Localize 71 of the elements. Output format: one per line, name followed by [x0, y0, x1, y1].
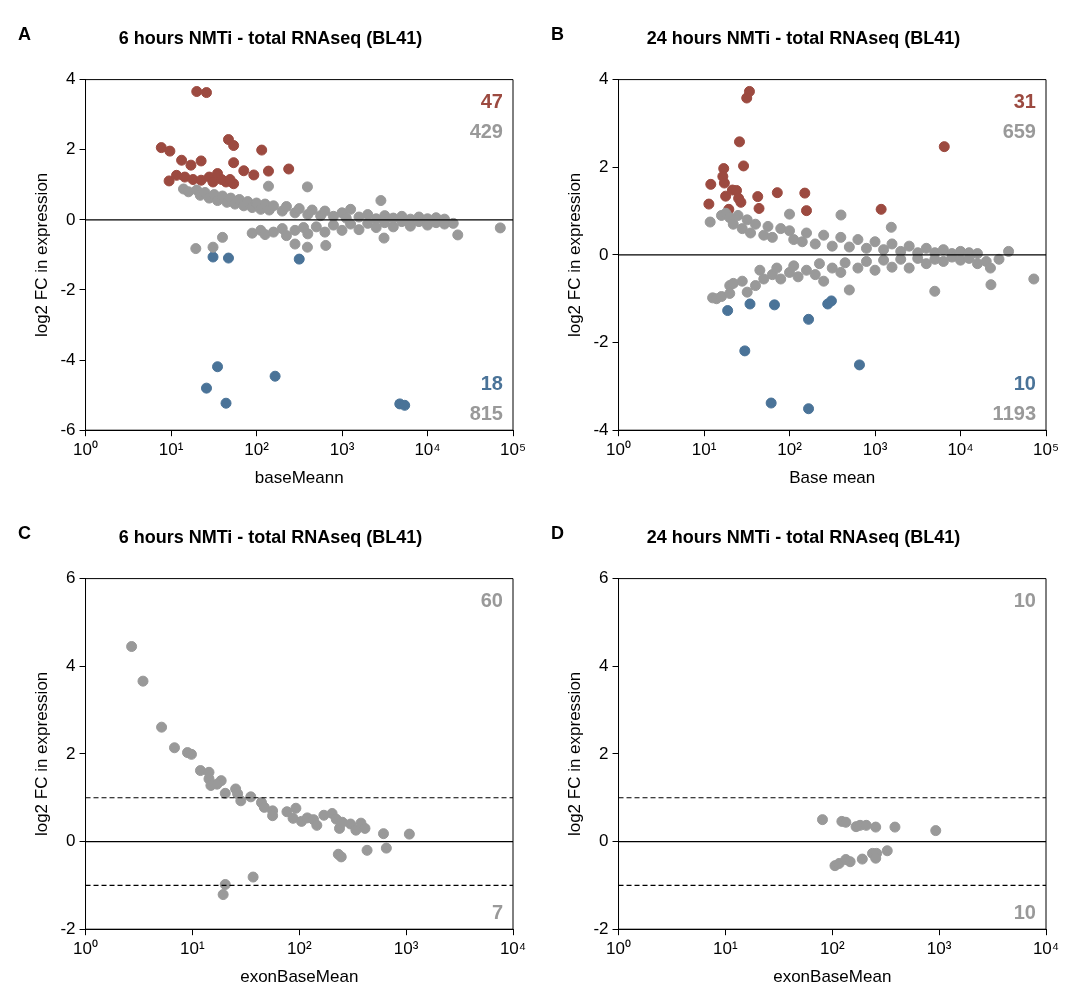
y-tick-label: 0 [599, 831, 609, 851]
annotation: 10 [1013, 588, 1036, 611]
chart-title: 6 hours NMTi - total RNAseq (BL41) [118, 27, 423, 48]
y-tick-label: -4 [593, 419, 609, 439]
chart-title: 6 hours NMTi - total RNAseq (BL41) [118, 526, 423, 547]
y-tick-label: -2 [593, 918, 609, 938]
annotation: 815 [469, 402, 503, 425]
x-tick-label: 10⁴ [947, 440, 974, 460]
y-tick-label: -2 [593, 332, 609, 352]
y-tick-label: -2 [60, 279, 76, 299]
y-tick-label: -2 [60, 918, 76, 938]
annotation: 18 [480, 372, 503, 395]
x-tick-label: 10⁴ [499, 939, 527, 959]
annotation: 7 [491, 901, 503, 924]
y-tick-label: 4 [599, 69, 609, 89]
x-axis-title: exonBaseMean [773, 967, 892, 987]
x-axis-title: exonBaseMean [240, 967, 359, 987]
y-tick-label: 0 [66, 831, 76, 851]
x-tick-label: 10⁰ [73, 440, 98, 460]
x-tick-label: 10⁵ [1033, 440, 1059, 460]
y-tick-label: 2 [599, 156, 609, 176]
y-axis-title: log2 FC in expression [31, 172, 51, 338]
x-tick-label: 10⁵ [500, 440, 526, 460]
x-tick-label: 10¹ [691, 440, 717, 460]
text: B [551, 24, 564, 44]
x-tick-label: 10² [819, 939, 845, 959]
annotation: 47 [480, 89, 503, 112]
y-tick-label: 2 [66, 139, 76, 159]
chart-title: 24 hours NMTi - total RNAseq (BL41) [646, 27, 961, 48]
annotation: 429 [469, 119, 503, 142]
x-tick-label: 10¹ [158, 440, 184, 460]
x-tick-label: 10³ [393, 939, 419, 959]
y-axis-title: log2 FC in expression [564, 172, 584, 338]
y-tick-label: 6 [599, 568, 609, 588]
y-tick-label: 4 [66, 69, 76, 89]
y-tick-label: 2 [66, 743, 76, 763]
chart-title: 24 hours NMTi - total RNAseq (BL41) [646, 526, 961, 547]
annotation: 1193 [992, 402, 1036, 425]
annotation: 60 [480, 588, 503, 611]
x-axis-title: baseMeann [254, 468, 344, 488]
y-axis-title: log2 FC in expression [564, 671, 584, 837]
y-tick-label: 4 [66, 655, 76, 675]
annotation: 10 [1013, 901, 1036, 924]
y-tick-label: 0 [599, 244, 609, 264]
x-tick-label: 10² [244, 440, 270, 460]
y-tick-label: 4 [599, 655, 609, 675]
x-tick-label: 10⁰ [606, 939, 631, 959]
y-axis-title: log2 FC in expression [31, 671, 51, 837]
annotation: 659 [1002, 119, 1036, 142]
text: D [551, 523, 564, 543]
text: A [18, 24, 31, 44]
annotation: 10 [1013, 372, 1036, 395]
y-tick-label: -6 [60, 419, 76, 439]
x-tick-label: 10¹ [713, 939, 739, 959]
x-tick-label: 10³ [926, 939, 952, 959]
x-tick-label: 10⁰ [73, 939, 98, 959]
x-tick-label: 10³ [329, 440, 355, 460]
x-tick-label: 10³ [862, 440, 888, 460]
x-tick-label: 10¹ [180, 939, 206, 959]
x-axis-title: Base mean [789, 468, 876, 488]
x-tick-label: 10² [777, 440, 803, 460]
text: C [18, 523, 31, 543]
annotation: 31 [1013, 89, 1036, 112]
y-tick-label: 6 [66, 568, 76, 588]
x-tick-label: 10⁴ [414, 440, 441, 460]
y-tick-label: 2 [599, 743, 609, 763]
x-tick-label: 10² [286, 939, 312, 959]
y-tick-label: 0 [66, 209, 76, 229]
x-tick-label: 10⁰ [606, 440, 631, 460]
y-tick-label: -4 [60, 349, 76, 369]
x-tick-label: 10⁴ [1032, 939, 1060, 959]
